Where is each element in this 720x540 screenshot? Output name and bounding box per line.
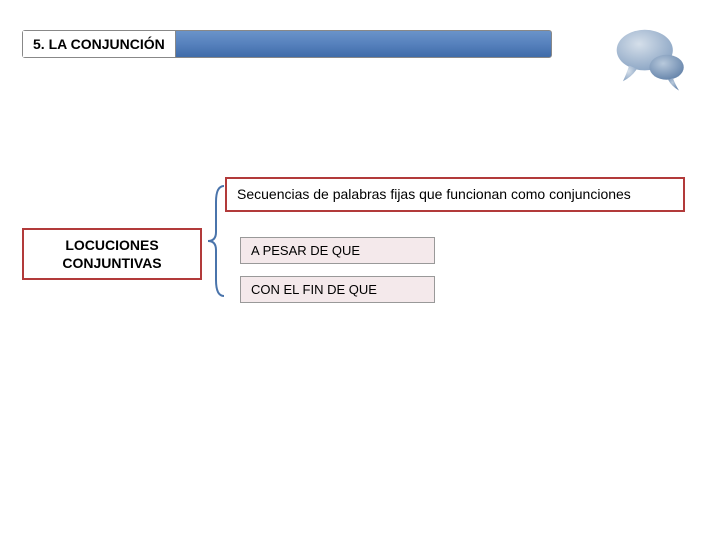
bracket-connector — [206, 182, 226, 300]
speech-bubble-icon — [612, 22, 690, 100]
page-title: 5. LA CONJUNCIÓN — [23, 31, 176, 57]
title-bar: 5. LA CONJUNCIÓN — [22, 30, 552, 58]
example-2: CON EL FIN DE QUE — [240, 276, 435, 303]
definition-box: Secuencias de palabras fijas que funcion… — [225, 177, 685, 212]
example-1: A PESAR DE QUE — [240, 237, 435, 264]
category-label: LOCUCIONES CONJUNTIVAS — [22, 228, 202, 280]
